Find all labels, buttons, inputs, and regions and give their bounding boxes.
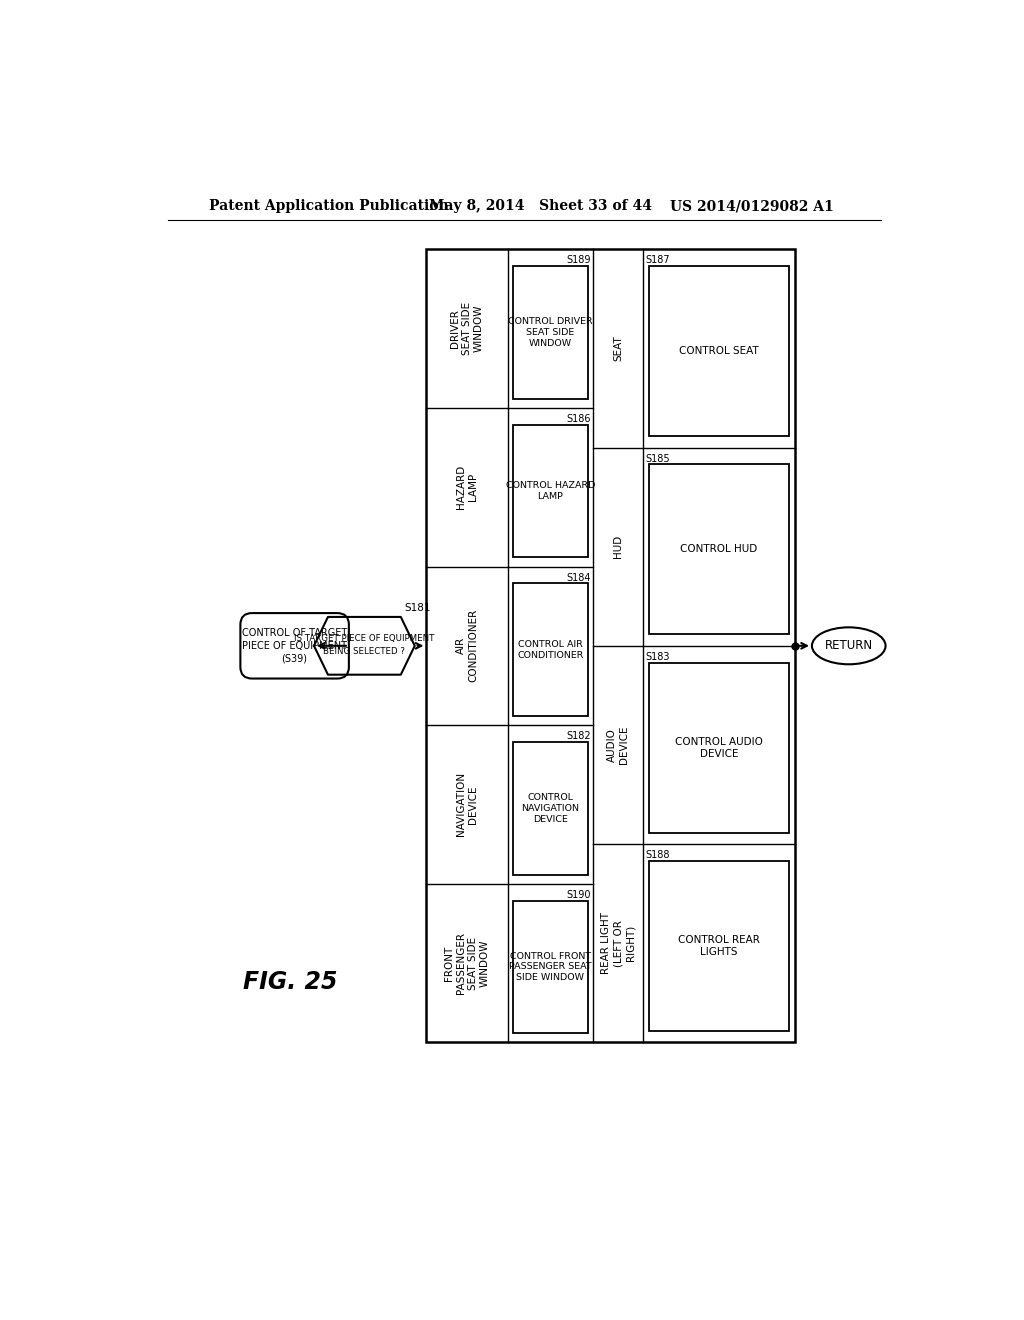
Text: BEING SELECTED ?: BEING SELECTED ? — [324, 648, 406, 656]
Text: CONTROL SEAT: CONTROL SEAT — [679, 346, 759, 356]
Text: S186: S186 — [566, 414, 591, 424]
Text: FIG. 25: FIG. 25 — [243, 970, 337, 994]
Text: Patent Application Publication: Patent Application Publication — [209, 199, 449, 213]
Text: REAR LIGHT
(LEFT OR
RIGHT): REAR LIGHT (LEFT OR RIGHT) — [601, 912, 635, 974]
Text: CONTROL FRONT
PASSENGER SEAT
SIDE WINDOW: CONTROL FRONT PASSENGER SEAT SIDE WINDOW — [509, 952, 592, 982]
Text: US 2014/0129082 A1: US 2014/0129082 A1 — [671, 199, 835, 213]
Text: May 8, 2014   Sheet 33 of 44: May 8, 2014 Sheet 33 of 44 — [429, 199, 651, 213]
Text: DRIVER
SEAT SIDE
WINDOW: DRIVER SEAT SIDE WINDOW — [451, 302, 484, 355]
Text: CONTROL AUDIO
DEVICE: CONTROL AUDIO DEVICE — [675, 737, 763, 759]
Text: CONTROL OF TARGET
PIECE OF EQUIPMENT
(S39): CONTROL OF TARGET PIECE OF EQUIPMENT (S3… — [242, 628, 347, 663]
Bar — [649, 861, 790, 1031]
Text: S190: S190 — [566, 890, 591, 900]
Bar — [513, 900, 588, 1034]
Text: S181: S181 — [404, 603, 431, 612]
Polygon shape — [314, 616, 415, 675]
Bar — [649, 663, 790, 833]
Text: AIR
CONDITIONER: AIR CONDITIONER — [456, 610, 478, 682]
Text: CONTROL REAR
LIGHTS: CONTROL REAR LIGHTS — [678, 935, 760, 957]
Text: CONTROL AIR
CONDITIONER: CONTROL AIR CONDITIONER — [517, 640, 584, 660]
Text: S184: S184 — [566, 573, 591, 582]
Bar — [513, 425, 588, 557]
Bar — [649, 267, 790, 436]
Text: CONTROL HAZARD
LAMP: CONTROL HAZARD LAMP — [506, 482, 595, 500]
Text: NAVIGATION
DEVICE: NAVIGATION DEVICE — [456, 772, 478, 837]
Text: CONTROL HUD: CONTROL HUD — [680, 544, 758, 554]
Text: CONTROL DRIVER
SEAT SIDE
WINDOW: CONTROL DRIVER SEAT SIDE WINDOW — [508, 317, 593, 347]
Ellipse shape — [812, 627, 886, 664]
Text: S189: S189 — [566, 256, 591, 265]
Bar — [513, 267, 588, 399]
Bar — [513, 583, 588, 715]
Text: CONTROL
NAVIGATION
DEVICE: CONTROL NAVIGATION DEVICE — [521, 793, 580, 824]
FancyBboxPatch shape — [241, 612, 349, 678]
Text: HUD: HUD — [613, 535, 624, 558]
Bar — [426, 249, 795, 1043]
Text: HAZARD
LAMP: HAZARD LAMP — [456, 465, 478, 510]
Text: RETURN: RETURN — [824, 639, 872, 652]
Text: FRONT
PASSENGER
SEAT SIDE
WINDOW: FRONT PASSENGER SEAT SIDE WINDOW — [444, 932, 490, 994]
Bar — [513, 742, 588, 875]
Text: S188: S188 — [646, 850, 670, 861]
Text: SEAT: SEAT — [613, 335, 624, 362]
Text: S183: S183 — [646, 652, 670, 661]
Text: S187: S187 — [646, 256, 671, 265]
Text: AUDIO
DEVICE: AUDIO DEVICE — [607, 726, 629, 764]
Text: S182: S182 — [566, 731, 591, 742]
Bar — [649, 465, 790, 635]
Text: IS TARGET PIECE OF EQUIPMENT: IS TARGET PIECE OF EQUIPMENT — [294, 634, 434, 643]
Text: S185: S185 — [646, 454, 671, 463]
